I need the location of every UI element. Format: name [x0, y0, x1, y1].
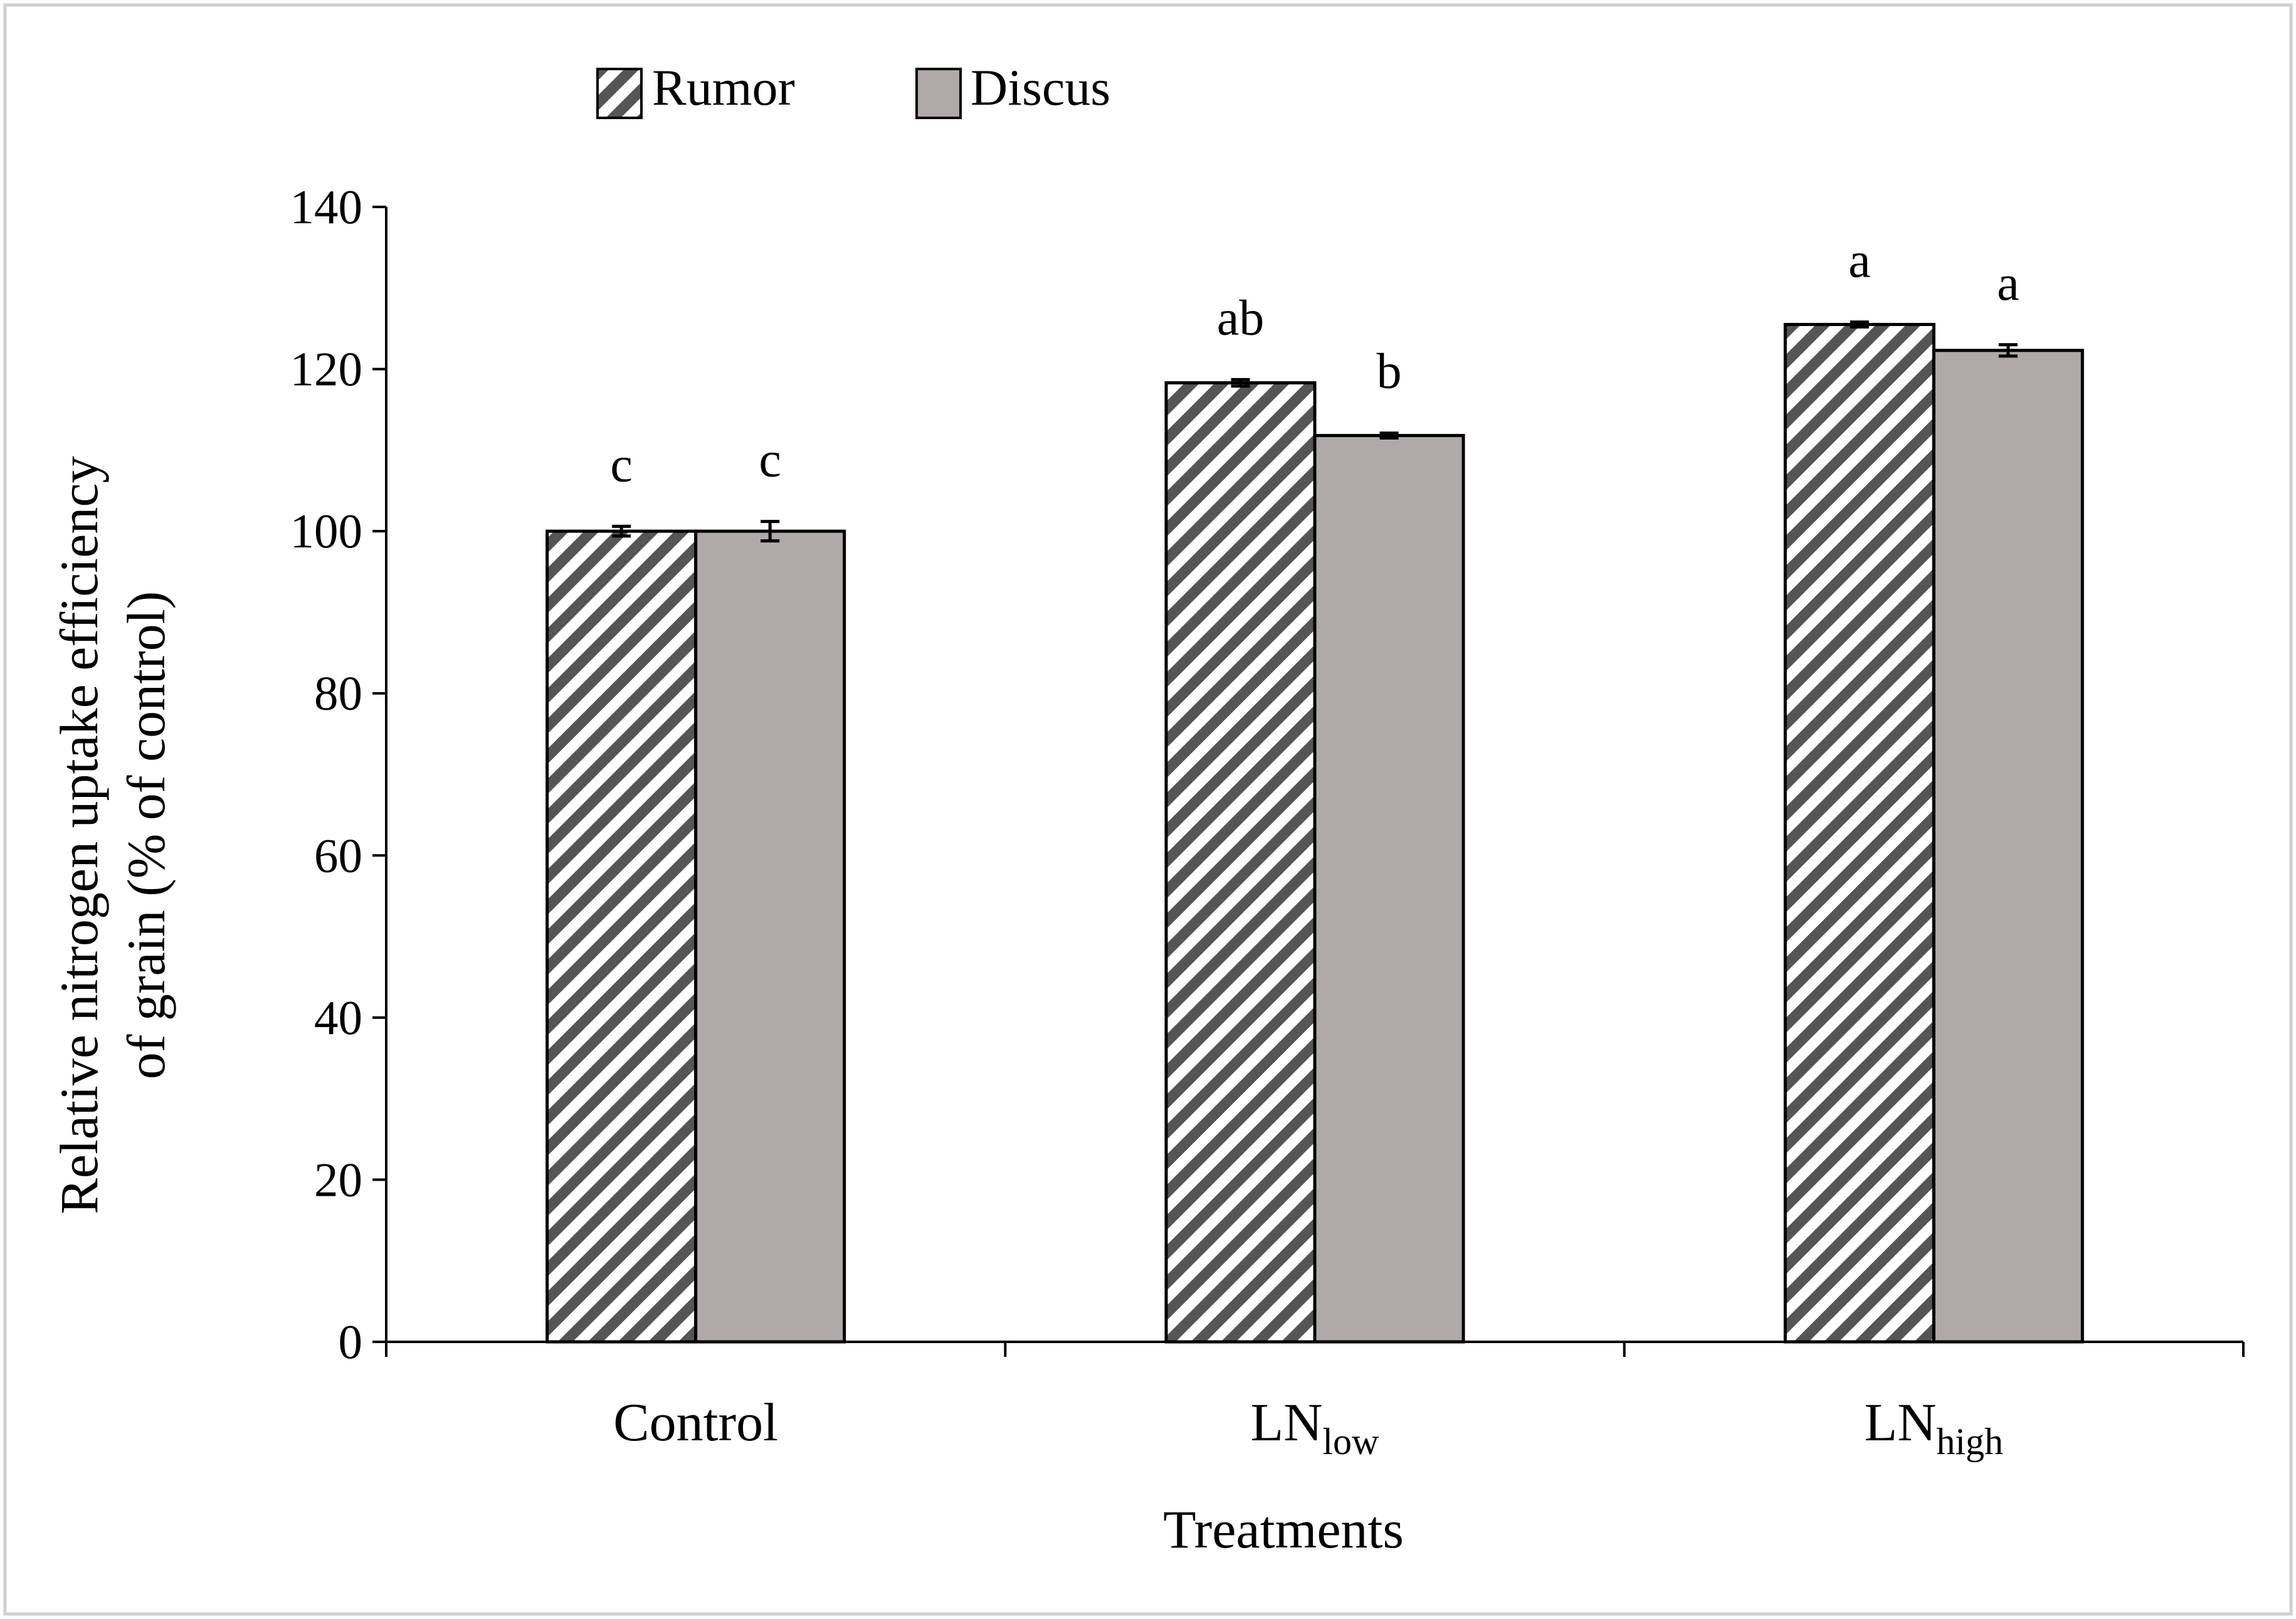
y-axis-title-line1: Relative nitrogen uptake efficiency	[49, 456, 109, 1214]
y-axis-title-line2: of grain (% of control)	[116, 591, 176, 1080]
y-tick-label: 20	[314, 1152, 362, 1206]
y-tick-label: 120	[290, 342, 363, 396]
y-axis: 0 20 40 60 80 100 120 140	[290, 180, 387, 1369]
significance-label: b	[1377, 344, 1402, 399]
significance-label: a	[1848, 233, 1871, 288]
legend: Rumor Discus	[596, 59, 1110, 119]
y-tick-label: 40	[314, 991, 362, 1045]
legend-label-rumor: Rumor	[652, 59, 795, 116]
error-bars	[612, 320, 2018, 543]
y-tick-label: 60	[314, 828, 362, 882]
significance-labels: c ab a c b a	[610, 233, 2019, 493]
x-category-label: LNhigh	[1865, 1392, 2003, 1462]
legend-label-discus: Discus	[971, 59, 1110, 116]
bar-rumor	[545, 529, 698, 1344]
bar-rumor	[1783, 322, 1935, 1344]
y-tick-label: 0	[339, 1315, 363, 1369]
significance-label: c	[610, 437, 633, 492]
significance-label: c	[759, 433, 781, 488]
bar-rumor	[1164, 381, 1317, 1344]
y-tick-label: 100	[290, 504, 363, 558]
x-axis-title: Treatments	[1163, 1499, 1404, 1559]
bar-discus	[694, 529, 846, 1344]
legend-swatch-discus	[915, 68, 962, 119]
significance-label: ab	[1217, 290, 1265, 345]
x-category-label: Control	[613, 1392, 778, 1452]
y-tick-label: 140	[290, 180, 363, 234]
y-tick-label: 80	[314, 667, 362, 720]
legend-swatch-rumor	[596, 68, 643, 119]
bar-discus	[1932, 349, 2084, 1344]
significance-label: a	[1997, 256, 2020, 311]
bar-discus	[1313, 434, 1465, 1344]
bars	[545, 322, 2084, 1344]
x-category-label: LNlow	[1251, 1392, 1379, 1462]
